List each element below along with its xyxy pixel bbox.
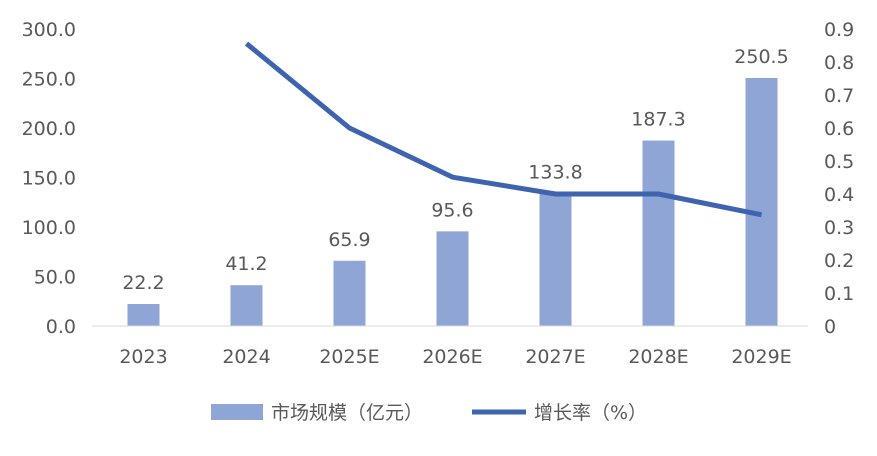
bar [539, 193, 572, 326]
right-tick-label: 0.1 [824, 283, 854, 305]
bar-series: 22.2 41.2 65.9 95.6 133.8 187.3 250.5 [122, 46, 789, 326]
bar [642, 140, 675, 326]
x-tick-label: 2026E [422, 346, 482, 368]
bar [127, 304, 160, 326]
legend-bar-swatch [211, 404, 263, 420]
right-tick-label: 0.7 [824, 85, 854, 107]
growth-rate-line [244, 41, 762, 218]
x-tick-label: 2027E [525, 346, 585, 368]
right-tick-label: 0.8 [824, 52, 854, 74]
right-axis: 0 0.1 0.2 0.3 0.4 0.5 0.6 0.7 0.8 0.9 [824, 19, 854, 338]
bar-data-label: 65.9 [328, 229, 370, 251]
right-tick-label: 0.3 [824, 217, 854, 239]
right-tick-label: 0.2 [824, 250, 854, 272]
bar [745, 78, 778, 326]
right-tick-label: 0.9 [824, 19, 854, 41]
left-tick-label: 250.0 [22, 69, 76, 91]
right-tick-label: 0 [824, 316, 836, 338]
bar [333, 260, 366, 326]
bar-data-label: 41.2 [225, 253, 267, 275]
x-axis: 2023 2024 2025E 2026E 2027E 2028E 2029E [119, 346, 791, 368]
right-tick-label: 0.6 [824, 118, 854, 140]
bar-data-label: 133.8 [528, 162, 582, 184]
bar-data-label: 22.2 [122, 272, 164, 294]
bar-data-label: 95.6 [431, 199, 473, 221]
left-tick-label: 300.0 [22, 19, 76, 41]
bar-data-label: 187.3 [631, 109, 685, 131]
left-tick-label: 0.0 [46, 316, 76, 338]
legend: 市场规模（亿元） 增长率（%） [211, 402, 647, 424]
left-tick-label: 150.0 [22, 168, 76, 190]
line-series [244, 41, 762, 218]
x-tick-label: 2024 [222, 346, 270, 368]
left-tick-label: 100.0 [22, 217, 76, 239]
left-axis: 0.0 50.0 100.0 150.0 200.0 250.0 300.0 [22, 19, 76, 338]
legend-line-label: 增长率（%） [534, 402, 647, 424]
left-tick-label: 50.0 [34, 267, 76, 289]
x-tick-label: 2028E [628, 346, 688, 368]
bar-data-label: 250.5 [734, 46, 788, 68]
right-tick-label: 0.4 [824, 184, 854, 206]
legend-bar-label: 市场规模（亿元） [271, 402, 423, 424]
left-tick-label: 200.0 [22, 118, 76, 140]
right-tick-label: 0.5 [824, 151, 854, 173]
bar [436, 231, 469, 326]
x-tick-label: 2025E [319, 346, 379, 368]
x-tick-label: 2029E [731, 346, 791, 368]
bar [230, 285, 263, 326]
x-tick-label: 2023 [119, 346, 167, 368]
